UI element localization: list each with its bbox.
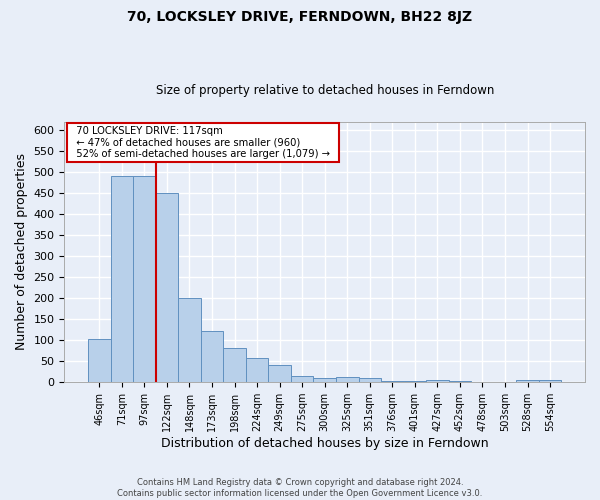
Bar (201, 330, 223, 382)
Bar (359, 378, 381, 382)
Bar (516, 380, 539, 382)
Title: Size of property relative to detached houses in Ferndown: Size of property relative to detached ho… (155, 84, 494, 97)
Bar (178, 298, 201, 382)
Bar (110, 176, 133, 382)
Text: 70, LOCKSLEY DRIVE, FERNDOWN, BH22 8JZ: 70, LOCKSLEY DRIVE, FERNDOWN, BH22 8JZ (127, 10, 473, 24)
Bar (291, 376, 313, 382)
Bar (246, 358, 268, 382)
Bar (155, 193, 178, 382)
Bar (88, 339, 110, 382)
Bar (336, 377, 359, 382)
Bar (268, 366, 291, 382)
Bar (539, 380, 562, 382)
Text: 70 LOCKSLEY DRIVE: 117sqm  
  ← 47% of detached houses are smaller (960)  
  52%: 70 LOCKSLEY DRIVE: 117sqm ← 47% of detac… (70, 126, 336, 159)
Text: Contains HM Land Registry data © Crown copyright and database right 2024.
Contai: Contains HM Land Registry data © Crown c… (118, 478, 482, 498)
Bar (133, 176, 155, 382)
Bar (223, 348, 246, 382)
Y-axis label: Number of detached properties: Number of detached properties (15, 154, 28, 350)
Bar (313, 378, 336, 382)
Bar (426, 380, 449, 382)
X-axis label: Distribution of detached houses by size in Ferndown: Distribution of detached houses by size … (161, 437, 488, 450)
